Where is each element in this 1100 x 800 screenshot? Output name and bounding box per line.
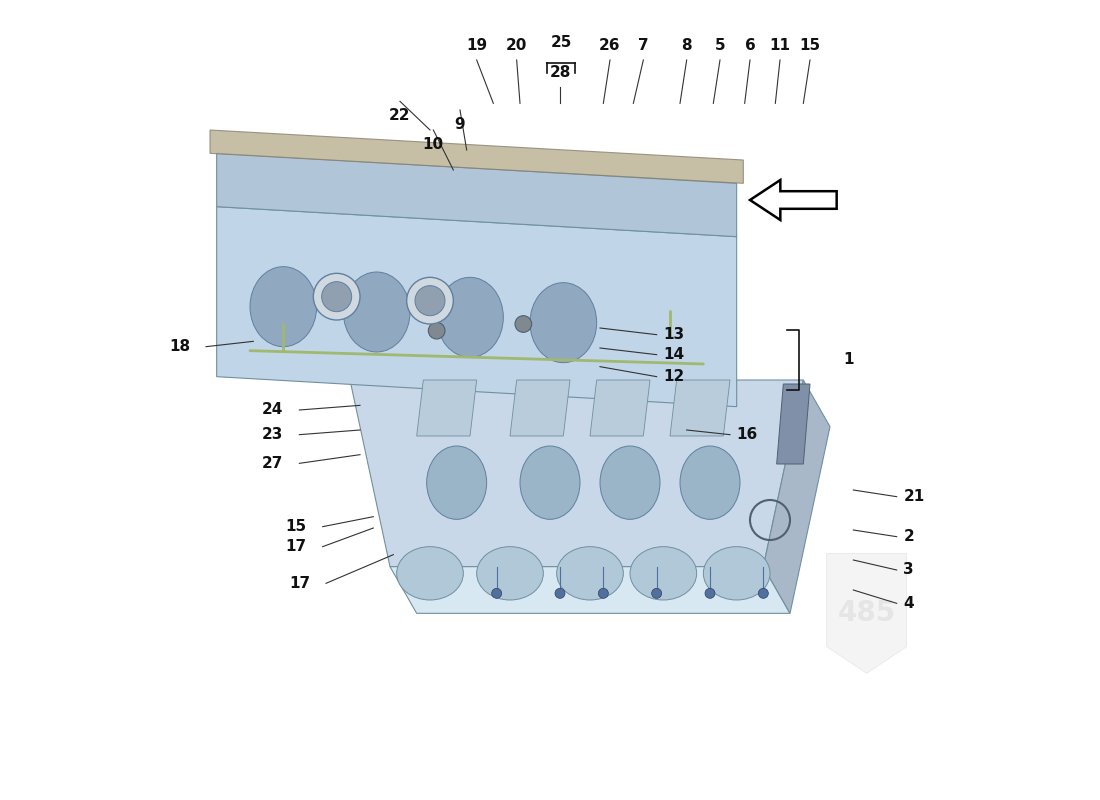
Ellipse shape: [557, 546, 624, 600]
Ellipse shape: [427, 446, 486, 519]
Text: 5: 5: [715, 38, 725, 54]
Ellipse shape: [520, 446, 580, 519]
Text: 24: 24: [262, 402, 284, 418]
Text: 2: 2: [903, 529, 914, 544]
Text: 18: 18: [169, 339, 190, 354]
Polygon shape: [590, 380, 650, 436]
Polygon shape: [777, 384, 810, 464]
Ellipse shape: [703, 546, 770, 600]
Ellipse shape: [515, 316, 531, 332]
Text: 1: 1: [844, 353, 854, 367]
Text: 485: 485: [837, 599, 895, 627]
Text: 17: 17: [286, 539, 307, 554]
Polygon shape: [750, 180, 837, 220]
Polygon shape: [390, 566, 790, 614]
Polygon shape: [510, 380, 570, 436]
Text: 27: 27: [262, 456, 284, 471]
Polygon shape: [210, 130, 744, 183]
Text: 14: 14: [663, 347, 684, 362]
Ellipse shape: [343, 272, 410, 352]
Ellipse shape: [407, 278, 453, 324]
Text: 21: 21: [903, 489, 925, 504]
Text: 26: 26: [600, 38, 620, 54]
Ellipse shape: [630, 546, 696, 600]
Text: 7: 7: [638, 38, 649, 54]
Text: 16: 16: [737, 427, 758, 442]
Text: 17: 17: [289, 576, 310, 591]
Text: 13: 13: [663, 327, 684, 342]
Polygon shape: [670, 380, 730, 436]
Text: 8: 8: [681, 38, 692, 54]
Ellipse shape: [415, 286, 446, 316]
Text: 11: 11: [770, 38, 791, 54]
Text: ©  parts.tinto1985: © parts.tinto1985: [550, 324, 714, 404]
Ellipse shape: [598, 588, 608, 598]
Text: 10: 10: [422, 137, 444, 152]
Polygon shape: [827, 554, 906, 674]
Ellipse shape: [530, 282, 596, 362]
Ellipse shape: [492, 588, 502, 598]
Ellipse shape: [680, 446, 740, 519]
Text: 20: 20: [506, 38, 527, 54]
Ellipse shape: [476, 546, 543, 600]
Ellipse shape: [321, 282, 352, 312]
Text: 3: 3: [903, 562, 914, 578]
Text: 28: 28: [549, 65, 571, 80]
Ellipse shape: [250, 266, 317, 346]
Polygon shape: [763, 380, 830, 614]
Ellipse shape: [705, 588, 715, 598]
Text: 19: 19: [466, 38, 487, 54]
Text: 6: 6: [745, 38, 756, 54]
Polygon shape: [417, 380, 476, 436]
Text: 15: 15: [800, 38, 821, 54]
Ellipse shape: [314, 274, 360, 320]
Polygon shape: [217, 206, 737, 406]
Ellipse shape: [600, 446, 660, 519]
Ellipse shape: [437, 278, 504, 358]
Ellipse shape: [651, 588, 662, 598]
Ellipse shape: [556, 588, 565, 598]
Text: 25: 25: [550, 35, 572, 50]
Text: 22: 22: [389, 108, 410, 123]
Text: 9: 9: [454, 117, 465, 132]
Text: 4: 4: [903, 596, 914, 611]
Ellipse shape: [428, 322, 446, 339]
Polygon shape: [350, 380, 803, 566]
Ellipse shape: [397, 546, 463, 600]
Text: 23: 23: [262, 427, 284, 442]
Text: 12: 12: [663, 369, 684, 384]
Text: 15: 15: [286, 519, 307, 534]
Ellipse shape: [758, 588, 768, 598]
Polygon shape: [217, 154, 737, 237]
